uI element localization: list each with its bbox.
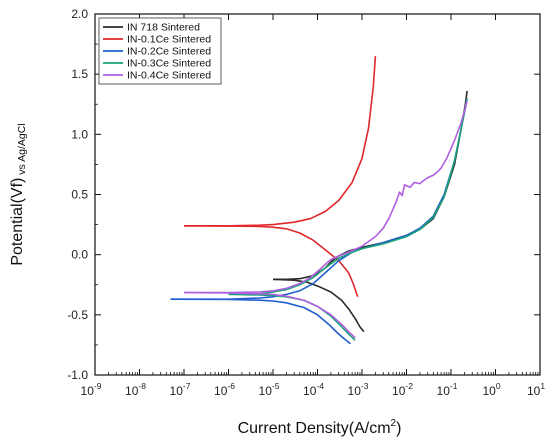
x-tick-label: 100 (482, 381, 500, 398)
series-2-branch-1 (184, 56, 377, 227)
series-2-branch-2 (183, 224, 359, 298)
series-4-branch-2 (228, 293, 356, 341)
x-tick-label: 10-4 (303, 381, 324, 398)
y-tick-label: -0.5 (67, 308, 88, 322)
series-5 (183, 100, 468, 339)
series-2 (183, 56, 377, 298)
series-5-branch-1 (184, 100, 468, 294)
y-tick-label: -1.0 (67, 368, 88, 382)
series-5-branch-2 (183, 291, 356, 339)
series-3-branch-2 (170, 298, 351, 345)
y-tick-label: 1.0 (71, 127, 88, 141)
x-tick-label: 10-2 (392, 381, 413, 398)
legend-label: IN-0.4Ce Sintered (127, 70, 211, 82)
legend-label: IN 718 Sintered (127, 22, 200, 34)
y-tick-label: 1.5 (71, 67, 88, 81)
x-tick-label: 10-6 (214, 381, 235, 398)
x-tick-label: 101 (527, 381, 545, 398)
x-tick-label: 10-1 (437, 381, 458, 398)
series-4 (228, 98, 468, 341)
series-layer (170, 56, 468, 345)
legend-label: IN-0.3Ce Sintered (127, 58, 211, 70)
series-4-branch-1 (228, 98, 468, 296)
x-axis-title: Current Density(A/cm2) (238, 418, 402, 437)
x-tick-label: 10-9 (81, 381, 102, 398)
legend-label: IN-0.2Ce Sintered (127, 46, 211, 58)
x-tick-label: 10-5 (259, 381, 280, 398)
axes-layer: 10-9 10-8 10-7 10-6 10-5 10-4 10-3 10-2 10-1 100 1… (9, 7, 545, 437)
y-axis-title: Potential(Vf) vs Ag/AgCl (9, 123, 28, 265)
y-tick-label: 2.0 (71, 7, 88, 21)
series-3-branch-1 (170, 98, 468, 300)
x-tick-label: 10-7 (170, 381, 191, 398)
y-tick-label: 0.0 (71, 248, 88, 262)
series-1-branch-2 (272, 278, 365, 333)
series-1 (272, 90, 468, 333)
y-tick-label: 0.5 (71, 188, 88, 202)
x-tick-label: 10-3 (348, 381, 369, 398)
series-1-branch-1 (273, 90, 468, 281)
x-tick-label: 10-8 (125, 381, 146, 398)
legend-label: IN-0.1Ce Sintered (127, 34, 211, 46)
